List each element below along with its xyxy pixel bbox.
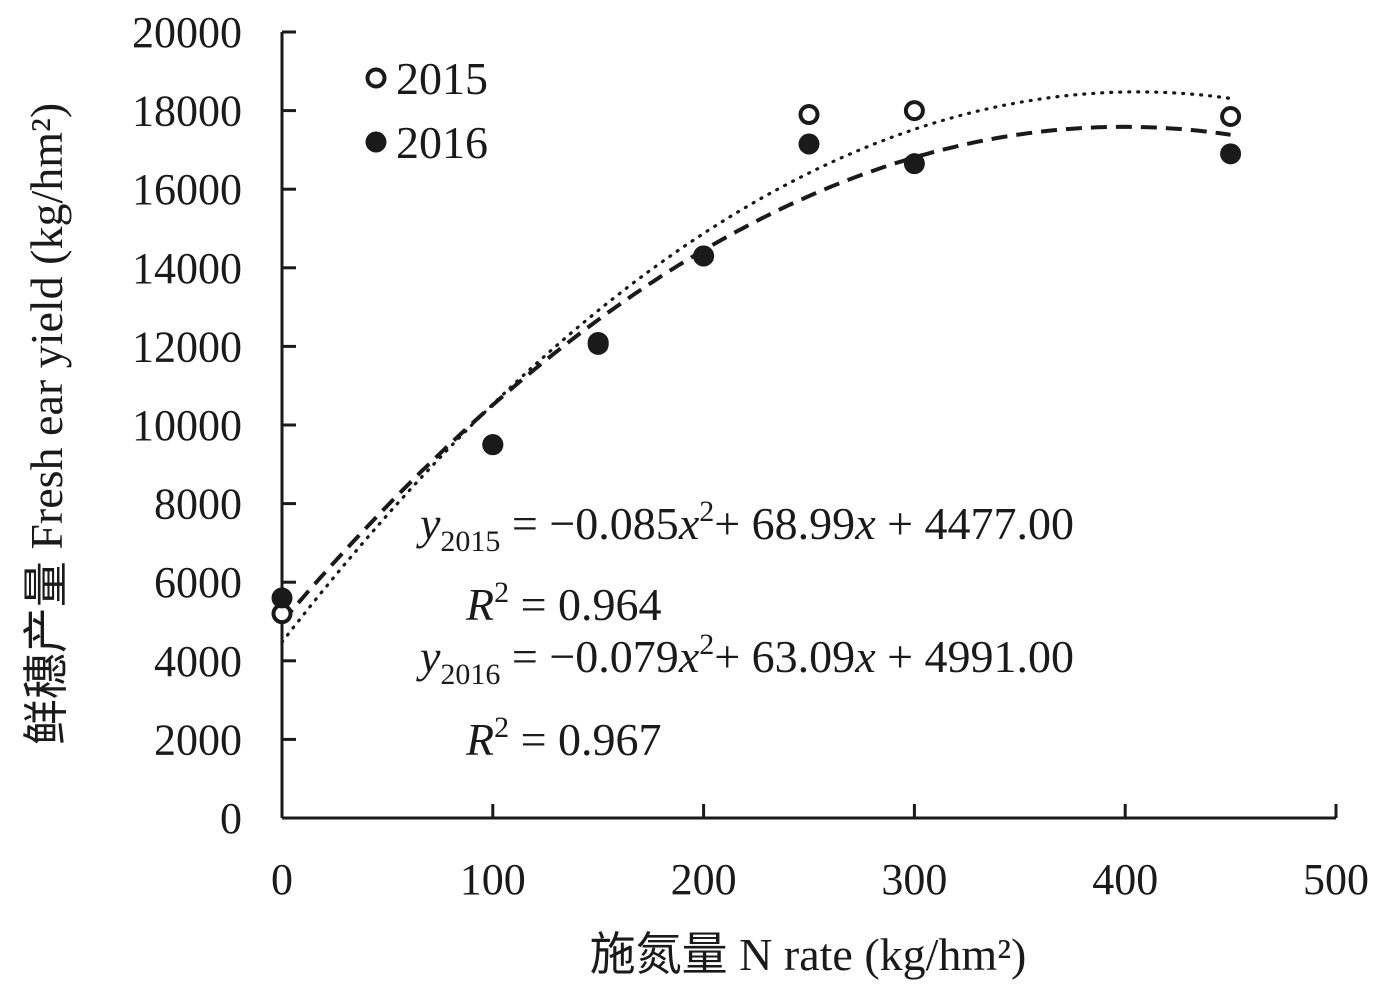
- point-2016: [903, 153, 925, 175]
- point-2015: [798, 104, 820, 126]
- equation-2015: y2015 = −0.085x2+ 68.99x + 4477.00: [416, 495, 1074, 558]
- r2015-r: R: [465, 579, 494, 630]
- y-tick-label: 4000: [154, 637, 242, 686]
- legend-label-2015: 2015: [396, 53, 488, 104]
- x-axis-ticks: 0 100 200 300 400 500: [271, 804, 1369, 904]
- r2015-sup: 2: [494, 576, 509, 609]
- r-squared-2015: R2 = 0.964: [465, 576, 662, 630]
- y-tick-label: 12000: [132, 322, 242, 371]
- y-tick-label: 14000: [132, 244, 242, 293]
- y-tick-label: 0: [220, 794, 242, 843]
- r2015-value: = 0.964: [509, 579, 661, 630]
- eq2016-part1: = −0.079: [500, 631, 678, 682]
- equation-2016: y2016 = −0.079x2+ 63.09x + 4991.00: [416, 628, 1074, 691]
- eq2016-x2: x: [854, 631, 876, 682]
- eq2015-part2: + 68.99: [714, 498, 855, 549]
- y-tick-label: 8000: [154, 480, 242, 529]
- trendlines: [280, 90, 1233, 644]
- y-tick-label: 2000: [154, 715, 242, 764]
- eq2015-part3: + 4477.00: [876, 498, 1074, 549]
- eq2015-x2: x: [854, 498, 876, 549]
- x-tick-label: 300: [881, 855, 947, 904]
- legend-marker-2016: [365, 131, 387, 153]
- point-2016: [482, 434, 504, 456]
- point-2016: [271, 587, 293, 609]
- r-squared-2016: R2 = 0.967: [465, 711, 662, 765]
- y-tick-label: 16000: [132, 165, 242, 214]
- eq2016-part3: + 4991.00: [876, 631, 1074, 682]
- point-2016: [798, 133, 820, 155]
- eq2016-x1: x: [678, 631, 700, 682]
- x-tick-label: 500: [1303, 855, 1369, 904]
- eq2015-y: y: [416, 498, 441, 549]
- point-2016: [587, 333, 609, 355]
- equation-annotations: y2015 = −0.085x2+ 68.99x + 4477.00 R2 = …: [416, 495, 1074, 765]
- data-points: [271, 100, 1242, 625]
- y-axis-title: 鲜穗产量 Fresh ear yield (kg/hm²): [21, 103, 72, 745]
- x-axis-title: 施氮量 N rate (kg/hm²): [590, 929, 1027, 980]
- eq2015-sup: 2: [699, 495, 714, 528]
- y-tick-label: 20000: [132, 8, 242, 57]
- trendline-2015: [280, 90, 1233, 644]
- trendline-2016: [280, 124, 1231, 624]
- eq2016-part2: + 63.09: [714, 631, 855, 682]
- x-tick-label: 100: [460, 855, 526, 904]
- x-tick-label: 200: [671, 855, 737, 904]
- legend-marker-2015: [365, 67, 387, 89]
- y-tick-label: 6000: [154, 558, 242, 607]
- point-2015: [1220, 105, 1242, 127]
- point-2016: [1220, 143, 1242, 165]
- legend: 2015 2016: [365, 53, 488, 168]
- point-2015: [903, 100, 925, 122]
- eq2016-sup: 2: [699, 628, 714, 661]
- r2016-value: = 0.967: [509, 714, 661, 765]
- x-tick-label: 400: [1092, 855, 1158, 904]
- r2016-sup: 2: [494, 711, 509, 744]
- y-axis-ticks: 0 2000 4000 6000 8000 10000 12000 14000 16000 180…: [132, 8, 296, 843]
- eq2016-y: y: [416, 631, 441, 682]
- legend-label-2016: 2016: [396, 117, 488, 168]
- eq2015-x1: x: [678, 498, 700, 549]
- eq2015-part1: = −0.085: [500, 498, 678, 549]
- r2016-r: R: [465, 714, 494, 765]
- y-tick-label: 18000: [132, 87, 242, 136]
- x-tick-label: 0: [271, 855, 293, 904]
- eq2015-sub: 2015: [440, 525, 500, 558]
- y-tick-label: 10000: [132, 401, 242, 450]
- eq2016-sub: 2016: [440, 658, 500, 691]
- point-2016: [693, 245, 715, 267]
